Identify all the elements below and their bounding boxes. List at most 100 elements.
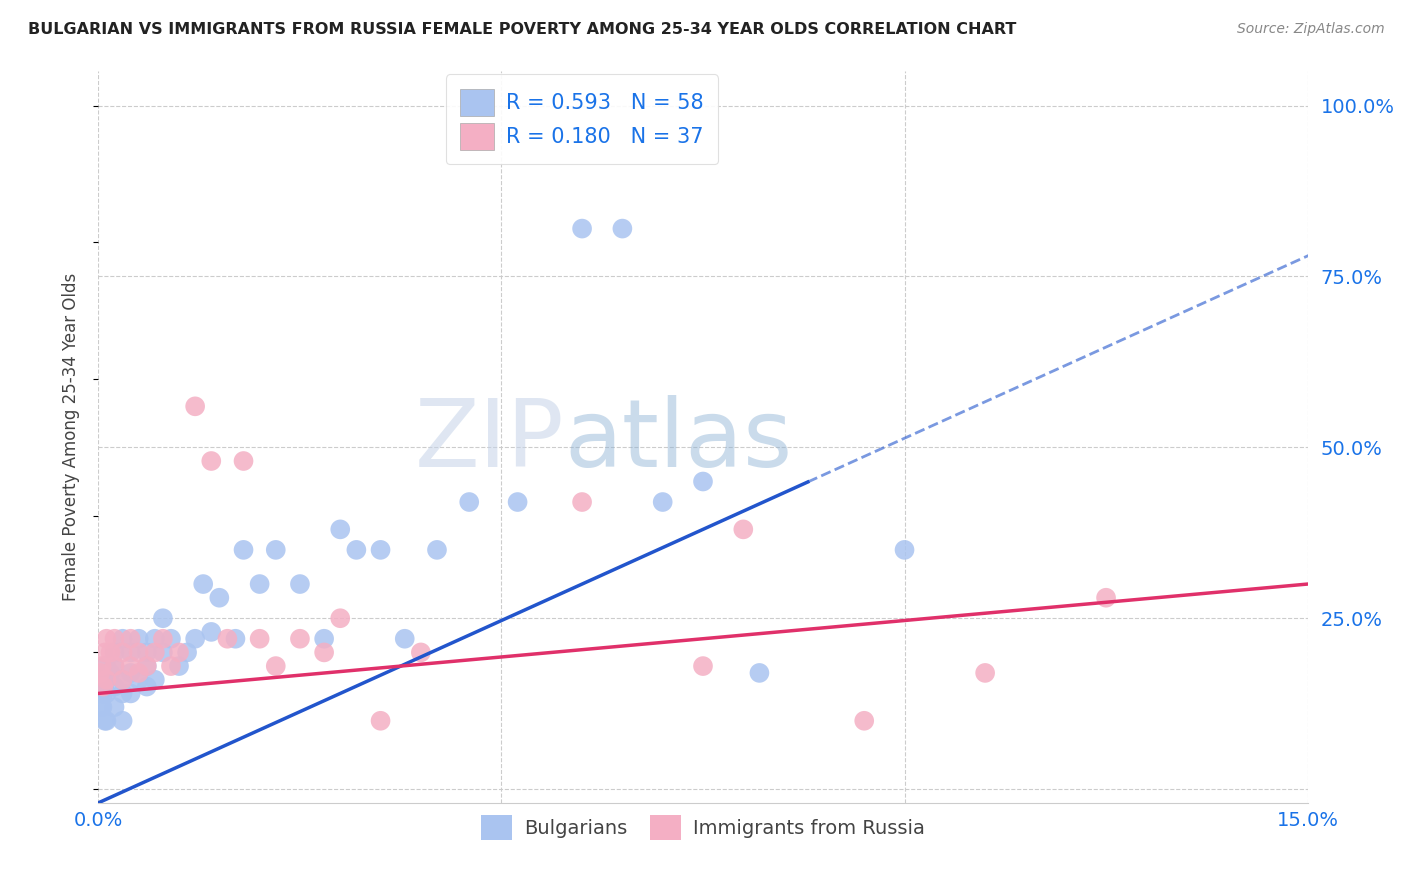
Point — [152, 611, 174, 625]
Point — [249, 577, 271, 591]
Point — [135, 659, 157, 673]
Point — [120, 632, 142, 646]
Y-axis label: Female Poverty Among 25-34 Year Olds: Female Poverty Among 25-34 Year Olds — [62, 273, 80, 601]
Point — [96, 632, 118, 646]
Point — [90, 673, 112, 687]
Point — [167, 659, 190, 673]
Point — [264, 542, 287, 557]
Point — [135, 659, 157, 673]
Point — [974, 665, 997, 680]
Point — [143, 673, 166, 687]
Point — [111, 714, 134, 728]
Point — [193, 577, 215, 591]
Point — [111, 632, 134, 646]
Point — [232, 542, 254, 557]
Point — [128, 673, 150, 687]
Point — [152, 632, 174, 646]
Text: BULGARIAN VS IMMIGRANTS FROM RUSSIA FEMALE POVERTY AMONG 25-34 YEAR OLDS CORRELA: BULGARIAN VS IMMIGRANTS FROM RUSSIA FEMA… — [28, 22, 1017, 37]
Point — [314, 632, 336, 646]
Point — [249, 632, 271, 646]
Point — [120, 686, 142, 700]
Point — [217, 632, 239, 646]
Point — [692, 659, 714, 673]
Point — [458, 495, 481, 509]
Point — [329, 522, 352, 536]
Point — [370, 542, 392, 557]
Point — [94, 645, 117, 659]
Point — [426, 542, 449, 557]
Point — [329, 611, 352, 625]
Point — [89, 686, 111, 700]
Point — [208, 591, 231, 605]
Point — [160, 632, 183, 646]
Point — [94, 714, 117, 728]
Point — [111, 686, 134, 700]
Point — [100, 665, 122, 680]
Point — [111, 645, 134, 659]
Point — [506, 495, 529, 509]
Point — [853, 714, 876, 728]
Point — [120, 645, 142, 659]
Text: Source: ZipAtlas.com: Source: ZipAtlas.com — [1237, 22, 1385, 37]
Legend: Bulgarians, Immigrants from Russia: Bulgarians, Immigrants from Russia — [474, 807, 932, 848]
Point — [135, 645, 157, 659]
Point — [93, 680, 115, 694]
Point — [91, 700, 114, 714]
Point — [176, 645, 198, 659]
Point — [1095, 591, 1118, 605]
Point — [103, 700, 125, 714]
Point — [103, 680, 125, 694]
Point — [571, 495, 593, 509]
Point — [96, 673, 118, 687]
Text: atlas: atlas — [564, 395, 792, 487]
Point — [692, 475, 714, 489]
Point — [103, 659, 125, 673]
Point — [111, 673, 134, 687]
Point — [344, 542, 367, 557]
Point — [103, 645, 125, 659]
Text: ZIP: ZIP — [415, 395, 564, 487]
Point — [96, 714, 118, 728]
Point — [167, 645, 190, 659]
Point — [288, 632, 311, 646]
Point — [91, 686, 114, 700]
Point — [143, 632, 166, 646]
Point — [135, 680, 157, 694]
Point — [651, 495, 673, 509]
Point — [200, 454, 222, 468]
Point — [612, 221, 634, 235]
Point — [96, 686, 118, 700]
Point — [409, 645, 432, 659]
Point — [91, 680, 114, 694]
Point — [733, 522, 755, 536]
Point — [893, 542, 915, 557]
Point — [232, 454, 254, 468]
Point — [288, 577, 311, 591]
Point — [96, 659, 118, 673]
Point — [264, 659, 287, 673]
Point — [200, 624, 222, 639]
Point — [120, 659, 142, 673]
Point — [143, 645, 166, 659]
Point — [184, 632, 207, 646]
Point — [394, 632, 416, 646]
Point — [152, 645, 174, 659]
Point — [748, 665, 770, 680]
Point — [224, 632, 246, 646]
Point — [96, 673, 118, 687]
Point — [100, 645, 122, 659]
Point — [90, 659, 112, 673]
Point — [128, 645, 150, 659]
Point — [571, 221, 593, 235]
Point — [111, 673, 134, 687]
Point — [89, 665, 111, 680]
Point — [103, 659, 125, 673]
Point — [160, 659, 183, 673]
Point — [314, 645, 336, 659]
Point — [120, 665, 142, 680]
Point — [103, 632, 125, 646]
Point — [90, 700, 112, 714]
Point — [128, 632, 150, 646]
Point — [128, 665, 150, 680]
Point — [370, 714, 392, 728]
